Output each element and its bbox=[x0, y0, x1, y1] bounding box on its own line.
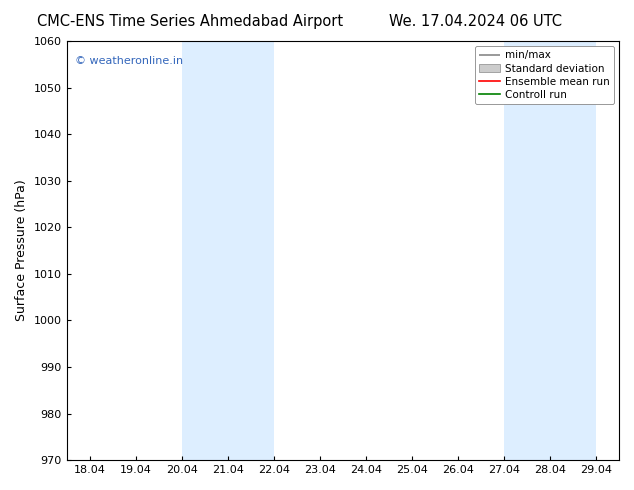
Y-axis label: Surface Pressure (hPa): Surface Pressure (hPa) bbox=[15, 180, 28, 321]
Legend: min/max, Standard deviation, Ensemble mean run, Controll run: min/max, Standard deviation, Ensemble me… bbox=[475, 46, 614, 104]
Text: © weatheronline.in: © weatheronline.in bbox=[75, 56, 183, 66]
Text: We. 17.04.2024 06 UTC: We. 17.04.2024 06 UTC bbox=[389, 14, 562, 29]
Bar bbox=[181, 41, 274, 460]
Bar bbox=[504, 41, 596, 460]
Text: CMC-ENS Time Series Ahmedabad Airport: CMC-ENS Time Series Ahmedabad Airport bbox=[37, 14, 343, 29]
